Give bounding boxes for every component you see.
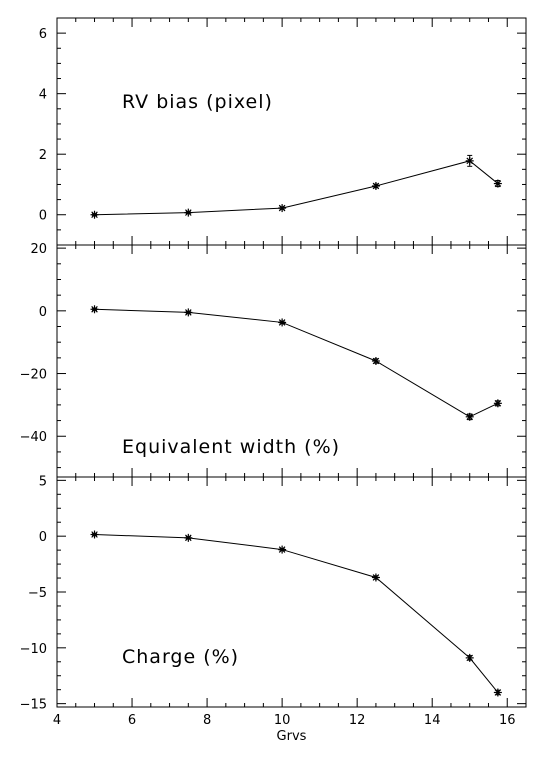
point-marker [91, 211, 98, 219]
point-marker [278, 546, 286, 553]
data-point [465, 156, 474, 165]
point-marker [466, 157, 474, 165]
x-tick-label: 14 [424, 713, 441, 728]
panel-annotation: RV bias (pixel) [122, 91, 273, 113]
data-point [493, 688, 502, 697]
data-point [90, 210, 99, 219]
x-tick-label: 12 [349, 713, 366, 728]
point-marker [185, 209, 192, 216]
panel-frame [56, 476, 527, 708]
point-marker [185, 534, 192, 542]
y-tick-label: 0 [39, 305, 47, 320]
data-point [90, 305, 99, 314]
data-point [465, 653, 474, 662]
series-line [94, 534, 499, 693]
data-point [184, 308, 193, 317]
data-point [184, 208, 193, 217]
y-tick-label: −10 [20, 642, 47, 657]
y-tick-label: 6 [39, 27, 47, 42]
x-axis-label: Grvs [277, 729, 307, 744]
point-marker [91, 531, 98, 538]
data-point [465, 412, 474, 421]
y-tick-label: −40 [20, 430, 47, 445]
x-tick-label: 16 [499, 713, 516, 728]
x-tick-label: 8 [203, 713, 211, 728]
y-tick-label: 5 [39, 474, 47, 489]
data-point [371, 573, 380, 582]
point-marker [494, 689, 502, 696]
x-tick-label: 4 [53, 713, 61, 728]
point-marker [372, 574, 380, 581]
y-tick-label: 0 [39, 209, 47, 224]
y-tick-label: 4 [39, 88, 47, 103]
data-point [493, 399, 502, 408]
data-point [371, 181, 380, 190]
x-tick-label: 6 [128, 713, 136, 728]
y-tick-label: −5 [28, 586, 47, 601]
panel-frame [56, 17, 527, 246]
panel-annotation: Charge (%) [122, 646, 239, 668]
y-tick-label: 20 [30, 242, 47, 257]
x-tick-label: 10 [274, 713, 291, 728]
panel-annotation: Equivalent width (%) [122, 436, 340, 458]
data-point [90, 530, 99, 539]
point-marker [466, 654, 474, 662]
point-marker [372, 357, 380, 365]
data-point [278, 545, 287, 554]
point-marker [494, 180, 502, 187]
y-tick-label: 0 [39, 530, 47, 545]
point-marker [494, 400, 502, 407]
data-point [493, 179, 502, 188]
y-tick-label: −20 [20, 368, 47, 383]
data-point [278, 318, 287, 327]
data-point [371, 357, 380, 365]
data-point [278, 204, 287, 213]
data-point [184, 533, 193, 542]
y-tick-label: −15 [20, 698, 47, 713]
y-tick-label: 2 [39, 148, 47, 163]
point-marker [185, 309, 192, 316]
point-marker [466, 413, 474, 421]
point-marker [91, 305, 98, 313]
point-marker [278, 319, 286, 326]
series-line [94, 160, 499, 216]
series-line [94, 308, 499, 418]
point-marker [372, 182, 380, 190]
point-marker [278, 204, 286, 212]
